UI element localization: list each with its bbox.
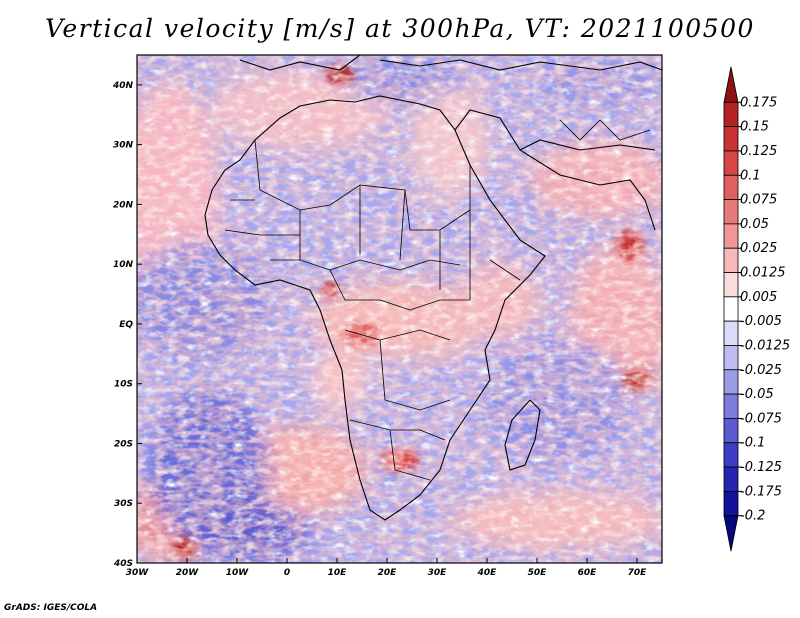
vertical-velocity-field [137, 55, 662, 563]
lon-tick-label: 20E [378, 568, 398, 578]
lat-tick-label: EQ [119, 320, 133, 330]
lat-tick-label: 40N [112, 81, 134, 91]
colorbar-label: -0.075 [740, 411, 782, 426]
colorbar-label: -0.2 [740, 509, 765, 524]
grads-credit: GrADS: IGES/COLA [4, 603, 98, 613]
colorbar-label: 0.025 [740, 241, 777, 256]
colorbar-segment [723, 418, 739, 444]
colorbar-segment [723, 515, 739, 552]
colorbar-label: 0.05 [740, 217, 769, 232]
colorbar-segment [723, 247, 739, 273]
lat-tick-label: 30N [113, 141, 134, 151]
colorbar-label: 0.125 [740, 144, 777, 159]
colorbar-segment [723, 490, 739, 517]
lon-tick-label: 10E [328, 568, 348, 578]
country-borders [224, 119, 651, 481]
colorbar-segment [723, 223, 739, 249]
colorbar-label: 0.15 [740, 120, 769, 135]
lon-tick-label: 10W [226, 568, 250, 578]
lon-tick-label: 40E [477, 568, 498, 578]
africa-coastline [204, 55, 662, 521]
lon-tick-label: 30E [428, 568, 448, 578]
lat-tick-label: 40S [113, 559, 133, 569]
colorbar-label: 0.005 [740, 290, 777, 305]
colorbar-label: 0.075 [740, 193, 777, 208]
colorbar-label: -0.05 [740, 387, 774, 402]
lon-tick-label: 50E [528, 568, 548, 578]
lat-tick-label: 10N [113, 260, 134, 270]
latitude-axis: 40N 30N 20N 10N EQ 10S 20S 30S 40S [112, 81, 142, 569]
colorbar-segment [723, 393, 739, 419]
madagascar-outline [504, 399, 541, 471]
colorbar-segment [723, 199, 739, 225]
colorbar-segment [723, 101, 739, 128]
map-border [136, 54, 663, 564]
lon-tick-label: 60E [578, 568, 598, 578]
colorbar-segment [723, 369, 739, 395]
colorbar-segment [723, 466, 739, 492]
colorbar-label: 0.0125 [740, 266, 786, 281]
colorbar-label: -0.175 [740, 484, 782, 499]
colorbar-segment [723, 174, 739, 200]
colorbar-label: -0.125 [740, 460, 782, 475]
colorbar-label: 0.1 [740, 168, 761, 183]
colorbar-segment [723, 66, 739, 103]
lon-tick-label: 70E [628, 568, 648, 578]
lat-tick-label: 10S [114, 380, 133, 390]
colorbar: 0.175 0.15 0.125 0.1 0.075 0.05 0.025 0.0125 0.0… [723, 66, 790, 552]
colorbar-segment [723, 442, 739, 468]
lat-tick-label: 30S [114, 499, 133, 509]
lat-tick-label: 20N [113, 200, 134, 210]
lon-tick-label: 0 [284, 568, 290, 578]
map-title: Vertical velocity [m/s] at 300hPa, VT: 2… [45, 14, 755, 43]
lat-tick-label: 20S [114, 439, 133, 449]
colorbar-label: -0.025 [740, 363, 782, 378]
lon-tick-label: 20W [176, 568, 200, 578]
colorbar-segment [723, 126, 739, 152]
colorbar-segment [723, 296, 739, 322]
colorbar-segment [723, 272, 739, 298]
colorbar-label: -0.0125 [740, 338, 790, 353]
colorbar-label: -0.005 [740, 314, 782, 329]
colorbar-segment [723, 320, 739, 346]
colorbar-label: 0.175 [740, 95, 777, 110]
colorbar-segment [723, 345, 739, 371]
lon-tick-label: 30W [126, 568, 150, 578]
longitude-axis: 30W 20W 10W 0 10E 20E 30E 40E 50E 60E 70E [126, 558, 647, 578]
colorbar-segment [723, 150, 739, 176]
colorbar-label: -0.1 [740, 436, 765, 451]
